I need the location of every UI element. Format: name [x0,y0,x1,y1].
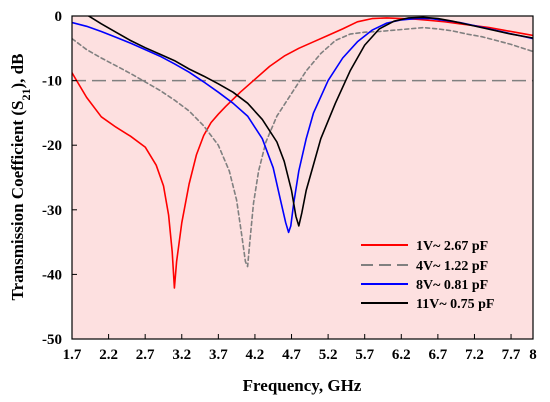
x-tick-label: 8 [529,347,537,363]
series-layer [72,16,533,289]
series-line-1 [72,17,533,289]
x-tick-label: 7.7 [502,347,521,363]
x-tick-label: 4.2 [246,347,265,363]
x-tick-label: 5.7 [355,347,374,363]
y-tick-label: -20 [42,138,62,154]
y-tick-label: -50 [42,332,62,348]
y-tick-label: -40 [42,267,62,283]
x-tick-label: 2.7 [136,347,155,363]
y-axis-title-subscript: 21 [19,89,33,101]
legend: 1V~ 2.67 pF 4V~ 1.22 pF 8V~ 0.81 pF 11V~… [356,232,528,316]
x-tick-label: 7.2 [465,347,484,363]
y-tick-label: -10 [42,74,62,90]
series-line-2 [72,26,533,268]
y-tick-label: 0 [55,9,63,25]
legend-label-1v: 1V~ 2.67 pF [416,239,488,254]
series-line-4 [87,16,533,227]
x-tick-label: 6.7 [428,347,447,363]
x-tick-label: 6.2 [392,347,411,363]
x-tick-label: 3.2 [172,347,191,363]
x-tick-label: 4.7 [282,347,301,363]
x-axis-title: Frequency, GHz [243,376,362,395]
legend-label-11v: 11V~ 0.75 pF [416,297,494,312]
plot-frame [71,15,534,340]
x-tick-label: 5.2 [319,347,338,363]
x-tick-label: 1.7 [63,347,82,363]
legend-label-8v: 8V~ 0.81 pF [416,278,488,293]
tick-layer: 1.7 2.2 2.7 3.2 3.7 4.2 4.7 5.2 5.7 6.2 6.7 7.2 7.7 8… [42,9,537,363]
legend-label-4v: 4V~ 1.22 pF [416,259,488,274]
y-axis-title: Transmission Coefficient (S21), dB [8,54,33,301]
x-tick-label: 3.7 [209,347,228,363]
x-tick-label: 2.2 [99,347,118,363]
y-tick-label: -30 [42,203,62,219]
